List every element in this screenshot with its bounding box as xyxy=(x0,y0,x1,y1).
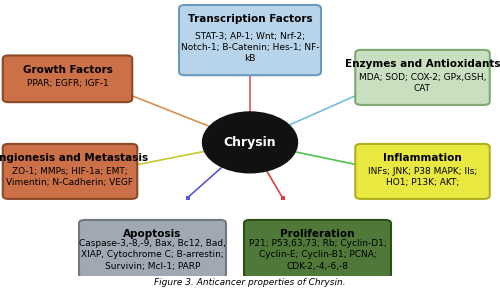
FancyBboxPatch shape xyxy=(355,50,490,105)
FancyBboxPatch shape xyxy=(3,144,137,199)
Text: Proliferation: Proliferation xyxy=(280,229,355,239)
Text: Enzymes and Antioxidants: Enzymes and Antioxidants xyxy=(345,59,500,69)
Ellipse shape xyxy=(202,112,298,173)
FancyBboxPatch shape xyxy=(179,5,321,75)
Text: PPAR; EGFR; IGF-1: PPAR; EGFR; IGF-1 xyxy=(26,79,108,88)
Text: Growth Factors: Growth Factors xyxy=(22,65,112,75)
Text: P21; P53,63,73; Rb; Cyclin-D1;
Cyclin-E; Cyclin-B1; PCNA;
CDK-2,-4,-6,-8: P21; P53,63,73; Rb; Cyclin-D1; Cyclin-E;… xyxy=(248,239,386,270)
Text: MDA; SOD; COX-2; GPx,GSH,
CAT: MDA; SOD; COX-2; GPx,GSH, CAT xyxy=(359,73,486,93)
FancyBboxPatch shape xyxy=(244,220,391,278)
FancyBboxPatch shape xyxy=(79,220,226,278)
Text: Caspase-3,-8,-9, Bax, Bc12, Bad,
XIAP, Cytochrome C; B-arrestin;
Survivin; Mcl-1: Caspase-3,-8,-9, Bax, Bc12, Bad, XIAP, C… xyxy=(79,239,226,270)
Text: Chrysin: Chrysin xyxy=(224,136,276,149)
Text: Apoptosis: Apoptosis xyxy=(124,229,182,239)
Text: Figure 3. Anticancer properties of Chrysin.: Figure 3. Anticancer properties of Chrys… xyxy=(154,278,346,287)
FancyBboxPatch shape xyxy=(355,144,490,199)
Text: STAT-3; AP-1; Wnt; Nrf-2;
Notch-1; B-Catenin; Hes-1; NF-
kB: STAT-3; AP-1; Wnt; Nrf-2; Notch-1; B-Cat… xyxy=(181,32,320,63)
Text: INFs; JNK; P38 MAPK; Ils;
HO1; P13K; AKT;: INFs; JNK; P38 MAPK; Ils; HO1; P13K; AKT… xyxy=(368,167,477,187)
Text: Inflammation: Inflammation xyxy=(383,153,462,163)
FancyBboxPatch shape xyxy=(3,55,132,102)
Text: ZO-1; MMPs; HIF-1a; EMT;
Vimentin; N-Cadherin; VEGF: ZO-1; MMPs; HIF-1a; EMT; Vimentin; N-Cad… xyxy=(6,167,134,187)
Text: Angionesis and Metastasis: Angionesis and Metastasis xyxy=(0,153,148,163)
Text: Transcription Factors: Transcription Factors xyxy=(188,14,312,24)
